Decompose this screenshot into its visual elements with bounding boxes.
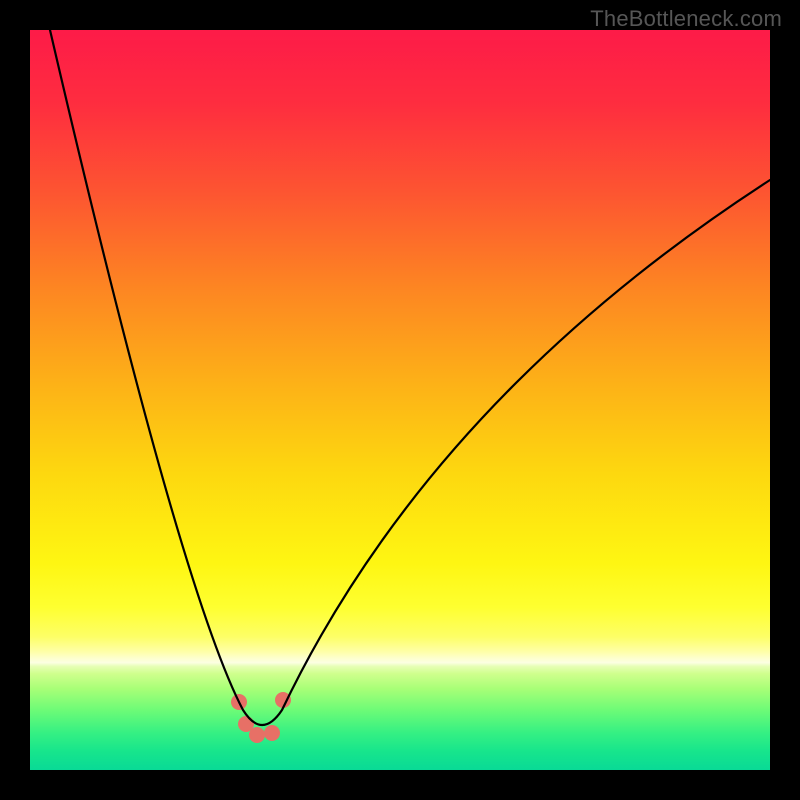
marker-dots (231, 692, 291, 743)
chart-frame: TheBottleneck.com (0, 0, 800, 800)
plot-area (30, 30, 770, 770)
curve-layer (30, 30, 770, 770)
marker-dot (249, 727, 265, 743)
marker-dot (264, 725, 280, 741)
v-curve (50, 30, 770, 725)
watermark-text: TheBottleneck.com (590, 6, 782, 32)
